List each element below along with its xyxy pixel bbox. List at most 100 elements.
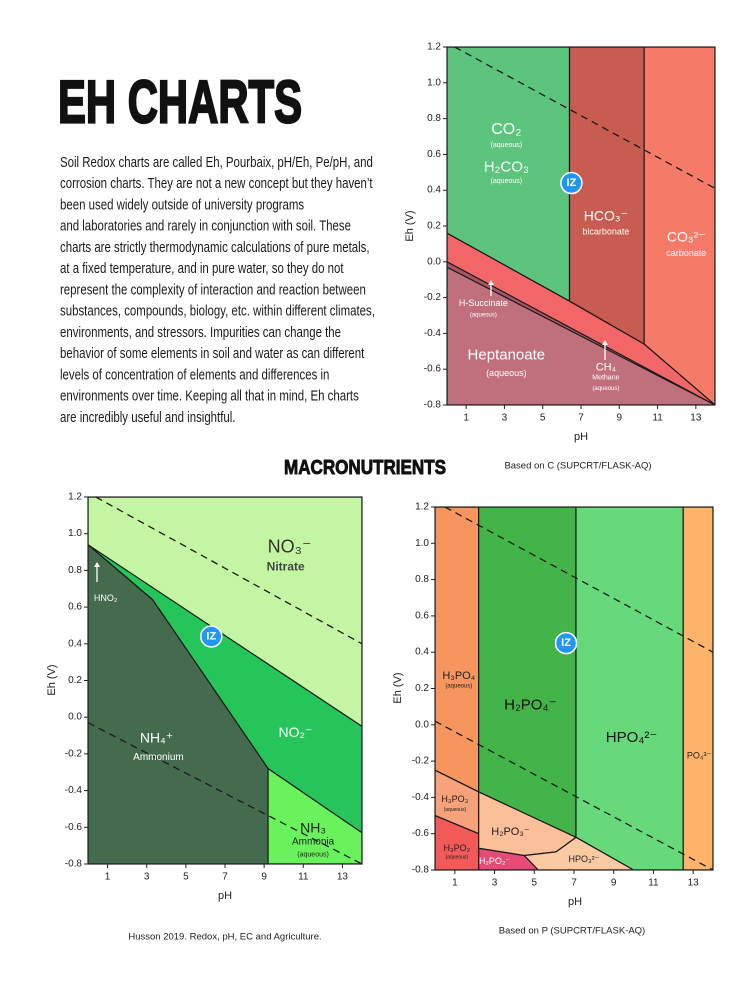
plot-area <box>435 507 713 870</box>
y-tick-label: 1.0 <box>415 538 429 549</box>
plot-area <box>88 497 362 864</box>
iz-badge <box>554 631 578 655</box>
y-tick-label: 0.8 <box>427 113 441 124</box>
source-credit: Husson 2019. Redox, pH, EC and Agricultu… <box>128 932 321 943</box>
stability-region <box>523 836 635 870</box>
body-line: substances, compounds, biology, etc. wit… <box>60 302 375 319</box>
water-stability-line <box>435 720 713 870</box>
source-credit: Based on C (SUPCRT/FLASK-AQ) <box>504 461 651 472</box>
iz-label: IZ <box>561 637 571 649</box>
species-label: Nitrate <box>267 560 305 574</box>
species-label: CH₄ <box>596 361 617 373</box>
body-line: been used widely outside of university p… <box>60 196 305 213</box>
species-label: bicarbonate <box>582 226 629 236</box>
y-tick-label: -0.6 <box>424 364 442 375</box>
y-tick-label: 1.2 <box>68 492 82 503</box>
x-axis-label: pH <box>218 890 232 902</box>
x-tick-label: 1 <box>105 872 111 883</box>
body-line: environments over time. Keeping all that… <box>60 387 359 404</box>
body-line: at a fixed temperature, and in pure wate… <box>60 260 344 277</box>
species-label: H₃PO₂ <box>444 843 471 853</box>
species-label: H₃PO₄ <box>442 670 475 682</box>
source-credit: Based on P (SUPCRT/FLASK-AQ) <box>499 926 645 937</box>
x-tick-label: 11 <box>652 413 663 424</box>
plot-area <box>447 47 715 405</box>
y-tick-label: 1.0 <box>427 77 441 88</box>
y-tick-label: -0.4 <box>424 328 442 339</box>
species-label: (aqueous) <box>592 386 619 392</box>
y-tick-label: -0.6 <box>412 828 430 839</box>
species-label: H-Succinate <box>459 298 508 308</box>
y-tick-label: -0.2 <box>412 756 430 767</box>
body-line: environments, and stressors. Impurities … <box>60 324 341 341</box>
y-tick-label: -0.2 <box>65 748 83 759</box>
y-tick-label: -0.4 <box>412 792 430 803</box>
y-tick-label: -0.8 <box>65 859 83 870</box>
y-tick-label: 1.2 <box>427 42 441 53</box>
species-label: Ammonia <box>292 836 335 847</box>
y-tick-label: 0.2 <box>427 221 441 232</box>
x-axis-label: pH <box>574 431 588 443</box>
body-line: are incredibly useful and insightful. <box>60 409 235 426</box>
species-label: H₂PO₃⁻ <box>491 826 530 838</box>
species-label: (aqueous) <box>470 313 497 319</box>
x-tick-label: 13 <box>688 878 700 889</box>
eh-diagram: 1.21.00.80.60.40.20.0-0.2-0.4-0.6-0.81 3 5… <box>404 42 716 472</box>
stability-region <box>643 47 715 405</box>
y-tick-label: -0.8 <box>412 865 430 876</box>
body-line: corrosion charts. They are not a new con… <box>60 175 373 192</box>
species-label: HPO₄²⁻ <box>606 729 658 746</box>
x-tick-label: 3 <box>502 413 508 424</box>
body-line: levels of concentration of elements and … <box>60 366 329 383</box>
species-label: HCO₃⁻ <box>584 207 628 223</box>
x-tick-label: 11 <box>648 878 659 889</box>
species-label: Methane <box>592 375 619 382</box>
water-stability-line <box>444 507 713 653</box>
x-tick-label: 5 <box>183 872 189 883</box>
y-tick-label: 1.0 <box>68 528 82 539</box>
arrow-head <box>94 562 100 567</box>
species-label: CO₃²⁻ <box>667 229 706 245</box>
y-tick-label: 0.4 <box>427 185 441 196</box>
iz-badge <box>200 625 223 648</box>
stability-region <box>447 232 715 405</box>
stability-region <box>568 47 645 345</box>
page-title: EH CHARTS <box>58 69 302 136</box>
species-label: carbonate <box>666 248 706 258</box>
y-axis-label: Eh (V) <box>392 672 404 703</box>
y-tick-label: 0.8 <box>415 574 429 585</box>
species-label: (aqueous) <box>491 178 523 185</box>
x-tick-label: 9 <box>617 413 623 424</box>
stability-region <box>478 507 577 838</box>
arrow-head <box>488 280 494 285</box>
arrow-head <box>602 340 608 345</box>
species-label: H₃PO₃ <box>441 794 468 804</box>
y-tick-label: -0.8 <box>424 400 442 411</box>
body-line: represent the complexity of interaction … <box>60 281 366 298</box>
y-tick-label: 0.6 <box>415 610 429 621</box>
body-text: Soil Redox charts are called Eh, Pourbai… <box>60 154 375 426</box>
species-label: Heptanoate <box>468 346 546 363</box>
x-tick-label: 7 <box>222 872 228 883</box>
stability-region <box>682 507 713 870</box>
water-stability-line <box>454 47 715 189</box>
y-axis-label: Eh (V) <box>46 664 58 695</box>
body-line: and laboratories and rarely in conjuncti… <box>60 217 351 234</box>
body-line: charts are strictly thermodynamic calcul… <box>60 239 370 256</box>
x-tick-label: 11 <box>298 872 309 883</box>
body-line: behavior of some elements in soil and wa… <box>60 345 365 362</box>
x-tick-label: 3 <box>492 878 498 889</box>
y-axis-label: Eh (V) <box>404 210 416 241</box>
y-tick-label: 0.6 <box>68 602 82 613</box>
species-label: (aqueous) <box>444 807 467 813</box>
y-tick-label: 0.0 <box>427 256 441 267</box>
x-tick-label: 1 <box>463 413 469 424</box>
y-tick-label: 0.2 <box>68 675 82 686</box>
stability-region <box>447 266 715 405</box>
iz-badge <box>560 171 583 195</box>
water-stability-line <box>88 722 362 864</box>
x-axis-label: pH <box>568 896 582 908</box>
species-label: (aqueous) <box>486 368 527 378</box>
